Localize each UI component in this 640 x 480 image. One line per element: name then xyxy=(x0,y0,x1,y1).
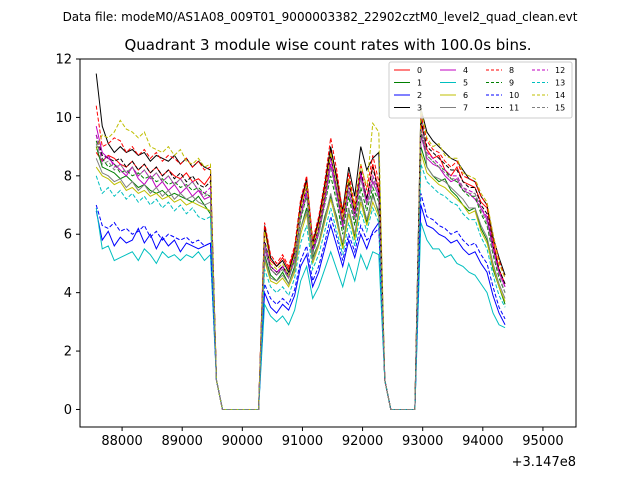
y-tick-label: 2 xyxy=(64,345,72,360)
legend-entry-4: 4 xyxy=(440,66,468,75)
x-tick-label: 93000 xyxy=(402,434,443,449)
y-tick-label: 4 xyxy=(64,286,72,301)
legend-entry-3: 3 xyxy=(394,104,422,113)
x-tick-label: 95000 xyxy=(522,434,563,449)
y-tick-label: 0 xyxy=(64,403,72,418)
legend-entry-7: 7 xyxy=(440,104,468,113)
legend-label: 3 xyxy=(417,104,422,113)
legend-entry-11: 11 xyxy=(486,104,519,113)
series-line-13 xyxy=(95,163,506,410)
legend-label: 2 xyxy=(417,91,422,100)
legend-entry-10: 10 xyxy=(486,91,519,100)
series-line-12 xyxy=(95,128,506,410)
legend-entry-8: 8 xyxy=(486,66,514,75)
series-line-10 xyxy=(95,193,506,410)
plot-area xyxy=(95,73,506,410)
legend-entry-13: 13 xyxy=(532,79,565,88)
legend-entry-6: 6 xyxy=(440,91,468,100)
legend-entry-9: 9 xyxy=(486,79,514,88)
legend-entry-1: 1 xyxy=(394,79,422,88)
x-tick-label: 88000 xyxy=(101,434,142,449)
legend-label: 11 xyxy=(509,104,519,113)
legend-label: 1 xyxy=(417,79,422,88)
x-tick-label: 94000 xyxy=(462,434,503,449)
legend-label: 5 xyxy=(463,79,468,88)
legend-label: 4 xyxy=(463,66,468,75)
suptitle: Data file: modeM0/AS1A08_009T01_90000033… xyxy=(63,10,578,24)
legend-label: 6 xyxy=(463,91,468,100)
legend-label: 9 xyxy=(509,79,514,88)
axes-frame xyxy=(79,58,577,428)
series-line-5 xyxy=(95,207,506,410)
legend-label: 7 xyxy=(463,104,468,113)
legend-label: 10 xyxy=(509,91,519,100)
y-tick-label: 6 xyxy=(64,228,72,243)
series-line-8 xyxy=(95,105,506,410)
chart-title: Quadrant 3 module wise count rates with … xyxy=(124,36,531,54)
y-tick-label: 10 xyxy=(55,111,72,126)
axes: 88000 89000 90000 91000 92000 93000 94000 95000… xyxy=(55,53,577,449)
legend-entry-0: 0 xyxy=(394,66,422,75)
legend-label: 15 xyxy=(555,104,565,113)
series-line-15 xyxy=(95,128,506,410)
legend-entry-2: 2 xyxy=(394,91,422,100)
y-tick-label: 12 xyxy=(55,53,72,68)
x-tick-label: 90000 xyxy=(222,434,263,449)
legend-label: 8 xyxy=(509,66,514,75)
series-line-2 xyxy=(95,204,506,410)
x-tick-label: 91000 xyxy=(282,434,323,449)
legend-label: 12 xyxy=(555,66,565,75)
y-tick-label: 8 xyxy=(64,169,72,184)
series-line-14 xyxy=(95,108,506,410)
legend-entry-14: 14 xyxy=(532,91,565,100)
legend-label: 14 xyxy=(555,91,565,100)
legend-entry-5: 5 xyxy=(440,79,468,88)
legend-entry-12: 12 xyxy=(532,66,565,75)
legend-label: 0 xyxy=(417,66,422,75)
x-offset-label: +3.147e8 xyxy=(512,455,576,470)
legend-box xyxy=(388,61,573,119)
x-tick-label: 89000 xyxy=(162,434,203,449)
series-line-6 xyxy=(95,152,506,410)
series-line-7 xyxy=(95,105,506,410)
legend-entry-15: 15 xyxy=(532,104,565,113)
x-tick-label: 92000 xyxy=(342,434,383,449)
legend-label: 13 xyxy=(555,79,565,88)
